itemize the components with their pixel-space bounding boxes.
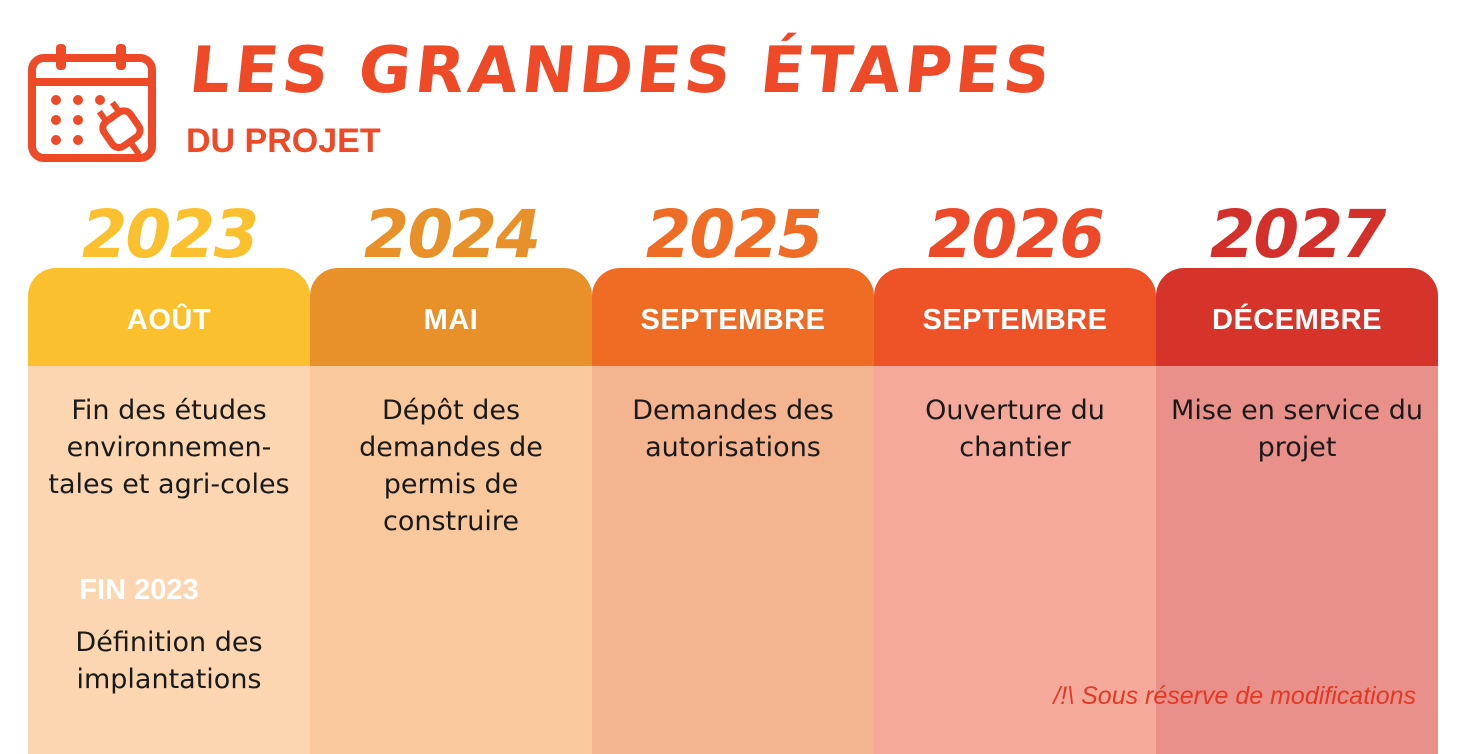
milestone-tab: [874, 268, 1156, 366]
milestone-year: 2027: [1202, 196, 1392, 273]
milestone-column-2025: 2025 SEPTEMBRE Demandes des autorisation…: [592, 196, 874, 754]
milestone-column-2027: 2027 DÉCEMBRE Mise en service du projet: [1156, 196, 1438, 754]
milestone-column-2026: 2026 SEPTEMBRE Ouverture du chantier: [874, 196, 1156, 754]
page-subtitle: DU PROJET: [186, 122, 381, 160]
milestone-description: Demandes des autorisations: [632, 395, 834, 463]
milestone-tab: [1156, 268, 1438, 366]
milestone-column-2023: 2023 AOÛT Fin des études environnemen-ta…: [28, 196, 310, 754]
milestone-month: SEPTEMBRE: [922, 304, 1108, 336]
milestone-description: Fin des études environnemen-tales et agr…: [48, 395, 290, 500]
milestone-panel: [28, 366, 310, 754]
header: LES GRANDES ÉTAPES DU PROJET: [0, 0, 1474, 190]
milestone-month: DÉCEMBRE: [1212, 304, 1382, 336]
milestone-extra-label: FIN 2023: [79, 574, 199, 606]
milestone-panel: [874, 366, 1156, 754]
milestone-description: Mise en service du projet: [1171, 395, 1423, 463]
milestone-extra-description: Définition des implantations: [75, 627, 263, 695]
milestone-description: Dépôt des demandes de permis de construi…: [359, 395, 543, 537]
milestone-year: 2026: [920, 196, 1110, 273]
milestone-month: MAI: [423, 304, 479, 336]
milestone-year: 2024: [356, 196, 546, 273]
milestone-panel: [1156, 366, 1438, 754]
milestone-tab: [592, 268, 874, 366]
milestone-column-2024: 2024 MAI Dépôt des demandes de permis de…: [310, 196, 592, 754]
milestone-year: 2023: [74, 196, 264, 273]
milestone-panel: [310, 366, 592, 754]
page-title: LES GRANDES ÉTAPES: [186, 34, 1058, 108]
disclaimer-note: /!\ Sous réserve de modifications: [1053, 682, 1416, 710]
milestone-tab: [28, 268, 310, 366]
milestone-tab: [310, 268, 592, 366]
milestone-description: Ouverture du chantier: [925, 395, 1105, 463]
milestone-month: SEPTEMBRE: [640, 304, 826, 336]
milestone-year: 2025: [638, 196, 828, 273]
milestone-panel: [592, 366, 874, 754]
milestone-month: AOÛT: [126, 304, 212, 336]
calendar-plug-icon: [28, 44, 156, 162]
